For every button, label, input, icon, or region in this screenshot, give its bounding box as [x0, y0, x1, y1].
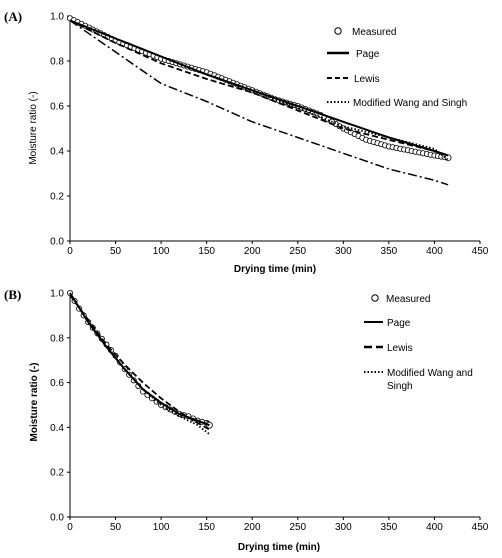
panel-b-y-tick-label: 0.2	[50, 468, 64, 479]
panel-a-legend-measured: Measured	[352, 27, 396, 38]
panel-a-x-tick-label: 150	[198, 246, 215, 257]
panel-a-x-tick-label: 450	[472, 246, 489, 257]
panel-a-x-tick-label: 400	[426, 246, 443, 257]
panel-a-legend: Measured Page Lewis Modified Wang and Si…	[327, 27, 467, 109]
panel-a-legend-lewis: Lewis	[354, 74, 380, 85]
panel-b: (B) 0 50 100 150 200 250 300 350 400 450 0.0 0.2 0.4…	[4, 287, 489, 553]
panel-a-gridless-axes	[69, 16, 480, 242]
panel-b-y-tick-label: 0.8	[50, 333, 64, 344]
panel-a-line-lewis	[69, 19, 449, 157]
panel-b-x-tick-label: 200	[244, 522, 261, 533]
panel-a-legend-marker-measured	[334, 27, 342, 35]
panel-b-y-tick-label: 0.6	[50, 378, 64, 389]
panel-a-legend-page: Page	[356, 49, 380, 60]
panel-b-gridless-axes	[69, 293, 480, 518]
panel-b-line-modified-wang-and-singh	[69, 292, 210, 435]
panel-a-series	[67, 15, 452, 186]
panel-a-ticks: 0 50 100 150 200 250 300 350 400 450 0.0 0.2 0.4 0.6 0…	[50, 12, 489, 258]
panel-a-x-tick-label: 0	[67, 246, 73, 257]
panel-b-x-tick-label: 450	[472, 522, 489, 533]
panel-a-legend-wang: Modified Wang and Singh	[353, 98, 467, 109]
panel-b-y-tick-label: 0.4	[50, 423, 64, 434]
panel-b-legend-wang-line2: Singh	[387, 381, 413, 392]
panel-b-ticks: 0 50 100 150 200 250 300 350 400 450 0.0 0.2 0.4 0.6 0…	[50, 289, 489, 534]
panel-a-line-page	[69, 19, 449, 157]
panel-b-legend: Measured Page Lewis Modified Wang and Si…	[364, 294, 473, 392]
panel-b-legend-wang-line1: Modified Wang and	[387, 368, 473, 379]
panel-b-legend-marker-measured	[371, 294, 379, 302]
panel-a-y-axis-label: Moisture ratio (-)	[28, 91, 39, 164]
panel-b-legend-page: Page	[387, 318, 411, 329]
panel-a-y-tick-label: 0.6	[50, 102, 64, 113]
panel-b-line-page	[69, 292, 210, 427]
panel-a-y-tick-label: 0.4	[50, 147, 64, 158]
panel-b-legend-measured: Measured	[386, 294, 430, 305]
panel-a-x-tick-label: 100	[153, 246, 170, 257]
panel-a: (A) 0 50 100 150 200 250 300 350 400 450 0.0 0.2 0.4…	[4, 9, 489, 275]
panel-a-y-tick-label: 0.0	[50, 237, 64, 248]
panel-a-x-tick-label: 200	[244, 246, 261, 257]
panel-b-y-tick-label: 1.0	[50, 289, 64, 300]
panel-b-y-tick-label: 0.0	[50, 513, 64, 524]
panel-b-y-axis-label: Moisture ratio (-)	[29, 363, 40, 442]
panel-a-x-tick-label: 300	[335, 246, 352, 257]
panel-b-x-tick-label: 250	[289, 522, 306, 533]
panel-b-label: (B)	[4, 287, 21, 302]
panel-a-x-tick-label: 350	[381, 246, 398, 257]
panel-b-x-tick-label: 50	[110, 522, 122, 533]
panel-a-y-tick-label: 1.0	[50, 12, 64, 23]
panel-b-x-tick-label: 0	[67, 522, 73, 533]
panel-b-series	[67, 289, 213, 435]
panel-b-x-tick-label: 400	[426, 522, 443, 533]
panel-a-x-axis-label: Drying time (min)	[234, 264, 316, 275]
panel-b-x-tick-label: 100	[153, 522, 170, 533]
panel-a-label: (A)	[4, 9, 22, 24]
panel-b-x-tick-label: 350	[381, 522, 398, 533]
panel-a-line-unlabeled-dashdot	[69, 19, 449, 186]
panel-b-x-tick-label: 150	[198, 522, 215, 533]
panel-a-y-tick-label: 0.8	[50, 57, 64, 68]
panel-a-x-tick-label: 250	[289, 246, 306, 257]
panel-a-x-tick-label: 50	[110, 246, 122, 257]
panel-b-legend-lewis: Lewis	[387, 343, 413, 354]
panel-a-y-tick-label: 0.2	[50, 192, 64, 203]
panel-b-line-lewis	[69, 294, 210, 431]
panel-b-x-tick-label: 300	[335, 522, 352, 533]
panel-b-x-axis-label: Drying time (min)	[238, 542, 320, 553]
